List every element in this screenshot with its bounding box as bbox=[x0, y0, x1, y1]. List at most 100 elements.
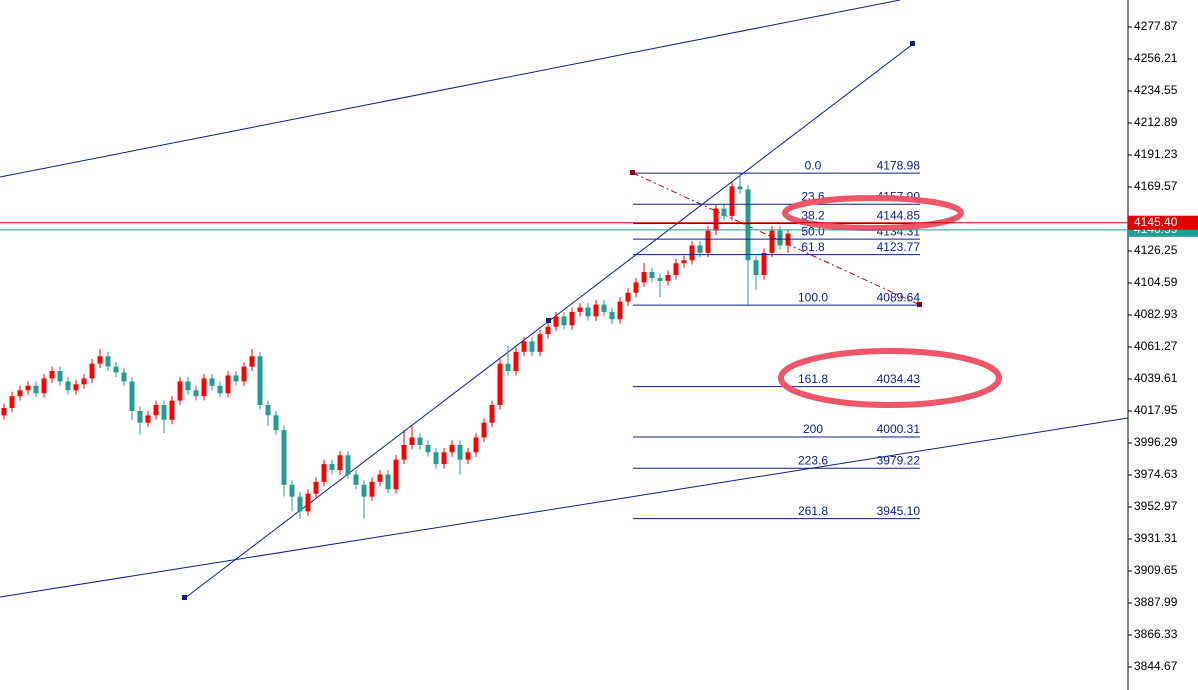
y-tick-label: 4277.87 bbox=[1134, 19, 1178, 33]
fibo-handle bbox=[917, 302, 922, 307]
trendline-handle bbox=[910, 41, 915, 46]
highlight-ellipse bbox=[778, 348, 1002, 408]
y-tick-label: 4104.59 bbox=[1134, 275, 1178, 289]
candle-body bbox=[337, 455, 343, 471]
candle-body bbox=[745, 189, 751, 261]
candle-body bbox=[769, 230, 775, 253]
candle-body bbox=[345, 455, 351, 475]
candle-body bbox=[17, 390, 23, 397]
candle-body bbox=[57, 371, 63, 382]
candle-body bbox=[105, 356, 111, 367]
candle-body bbox=[713, 208, 719, 231]
candle-body bbox=[137, 410, 143, 423]
fibo-price-label: 4123.77 bbox=[877, 240, 921, 254]
candle-body bbox=[153, 405, 159, 416]
candle-body bbox=[81, 378, 87, 385]
fibo-price-label: 4144.85 bbox=[877, 209, 921, 223]
candle-body bbox=[209, 378, 215, 386]
candle-body bbox=[721, 208, 727, 216]
candle-body bbox=[193, 390, 199, 397]
fibo-level-label: 0.0 bbox=[805, 158, 822, 172]
candle-body bbox=[489, 405, 495, 423]
candle-body bbox=[705, 230, 711, 253]
candle-body bbox=[321, 464, 327, 482]
fibo-price-label: 4178.98 bbox=[877, 158, 921, 172]
candle-body bbox=[185, 381, 191, 391]
candle-body bbox=[393, 459, 399, 490]
candle-body bbox=[569, 311, 575, 326]
candle-body bbox=[41, 378, 47, 394]
candle-body bbox=[425, 444, 431, 453]
candle-body bbox=[145, 415, 151, 423]
fibo-level-label: 261.8 bbox=[798, 504, 828, 518]
y-tick-label: 4191.23 bbox=[1134, 147, 1178, 161]
candle-body bbox=[73, 384, 79, 391]
fibo-price-label: 4089.64 bbox=[877, 290, 921, 304]
candle-body bbox=[257, 356, 263, 406]
y-tick-label: 3887.99 bbox=[1134, 595, 1178, 609]
y-tick-label: 3866.33 bbox=[1134, 627, 1178, 641]
candle-body bbox=[641, 272, 647, 283]
candle-body bbox=[441, 452, 447, 465]
candle-body bbox=[689, 245, 695, 261]
y-tick-label: 4256.21 bbox=[1134, 51, 1178, 65]
candle-body bbox=[481, 422, 487, 438]
candle-body bbox=[473, 437, 479, 453]
candle-body bbox=[697, 245, 703, 253]
candle-body bbox=[385, 474, 391, 490]
candle-body bbox=[369, 481, 375, 497]
candle-body bbox=[217, 385, 223, 394]
fibo-level-label: 200 bbox=[803, 422, 823, 436]
y-tick-label: 3974.63 bbox=[1134, 467, 1178, 481]
y-tick-label: 4234.55 bbox=[1134, 83, 1178, 97]
candle-body bbox=[513, 351, 519, 372]
candle-body bbox=[97, 356, 103, 364]
candle-body bbox=[249, 356, 255, 367]
y-tick-label: 4212.89 bbox=[1134, 115, 1178, 129]
candle-body bbox=[25, 385, 31, 391]
fibo-level-label: 38.2 bbox=[801, 209, 825, 223]
candle-body bbox=[529, 341, 535, 352]
candle-body bbox=[65, 381, 71, 391]
fibo-level-label: 161.8 bbox=[798, 372, 828, 386]
candle-body bbox=[505, 363, 511, 372]
candle-body bbox=[129, 381, 135, 411]
candle-body bbox=[553, 316, 559, 327]
candle-body bbox=[313, 481, 319, 494]
candle-body bbox=[241, 366, 247, 382]
candle-body bbox=[281, 430, 287, 485]
y-tick-label: 3844.67 bbox=[1134, 659, 1178, 673]
candle-body bbox=[753, 260, 759, 276]
highlight-ellipse bbox=[782, 195, 964, 231]
candle-body bbox=[225, 375, 231, 394]
candle-body bbox=[585, 307, 591, 317]
candle-body bbox=[681, 260, 687, 264]
y-tick-label: 3996.29 bbox=[1134, 435, 1178, 449]
candle-body bbox=[433, 452, 439, 465]
channel-lower bbox=[0, 417, 1129, 598]
candle-body bbox=[9, 396, 15, 408]
candle-body bbox=[353, 474, 359, 485]
candle-body bbox=[201, 378, 207, 397]
candle-body bbox=[289, 484, 295, 497]
candle-body bbox=[121, 372, 127, 382]
candle-body bbox=[377, 474, 383, 482]
candle-body bbox=[297, 496, 303, 512]
candle-body bbox=[1, 407, 7, 416]
candle-body bbox=[417, 437, 423, 445]
y-tick-label: 3952.97 bbox=[1134, 499, 1178, 513]
candle-body bbox=[449, 444, 455, 453]
y-tick-label: 3931.31 bbox=[1134, 531, 1178, 545]
channel-upper bbox=[0, 0, 901, 178]
y-tick-label: 4126.25 bbox=[1134, 243, 1178, 257]
y-tick-label: 4082.93 bbox=[1134, 307, 1178, 321]
candle-body bbox=[457, 444, 463, 460]
fibo-level-label: 223.6 bbox=[798, 453, 828, 467]
candle-body bbox=[233, 375, 239, 382]
candle-body bbox=[521, 341, 527, 352]
candle-body bbox=[49, 371, 55, 379]
candle-body bbox=[729, 186, 735, 216]
candle-body bbox=[673, 263, 679, 276]
candle-body bbox=[537, 334, 543, 352]
